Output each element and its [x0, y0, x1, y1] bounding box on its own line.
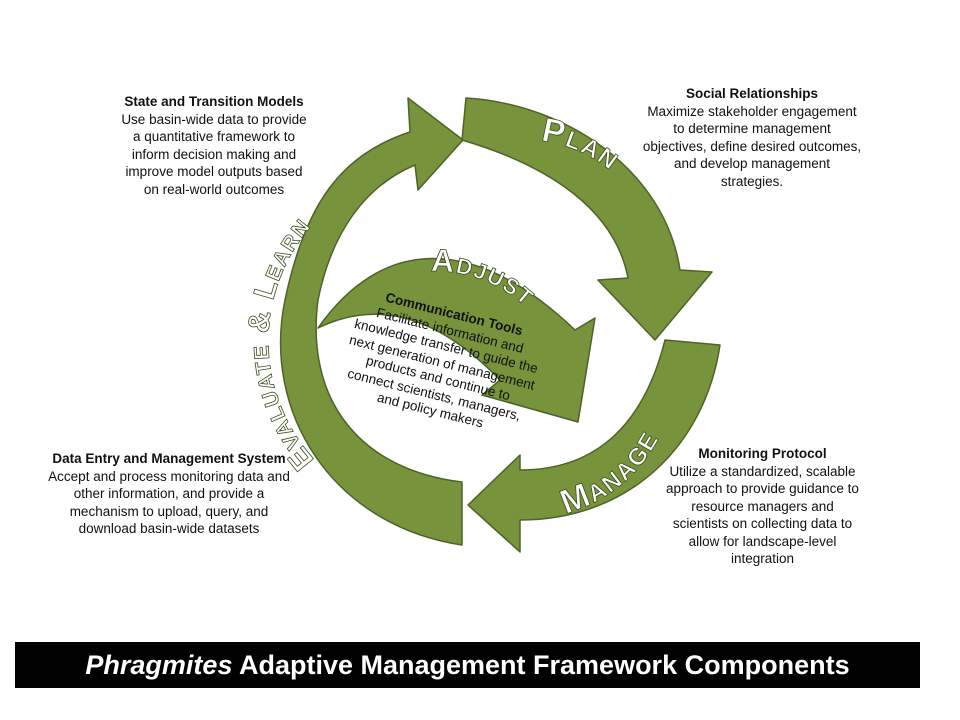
social-relationships-line: to determine management [673, 121, 831, 136]
monitoring-protocol-line: integration [730, 551, 795, 566]
evaluate-learn-arrow [279, 97, 464, 546]
monitoring-protocol-title: Monitoring Protocol [698, 446, 827, 461]
social-relationships-line: and develop management [673, 156, 831, 171]
adjust-arrow [317, 257, 596, 423]
state-transition-line: improve model outputs based [125, 164, 303, 179]
social-relationships-line: strategies. [720, 173, 784, 189]
social-relationships-block: Social Relationships Maximize stakeholde… [622, 85, 882, 190]
data-entry-line: mechanism to upload, query, and [69, 503, 269, 519]
manage-arrow [467, 339, 721, 553]
state-transition-line: on real-world outcomes [143, 181, 285, 197]
plan-arrow [461, 97, 713, 341]
footer-banner: Phragmites Adaptive Management Framework… [15, 642, 920, 688]
data-entry-block: Data Entry and Management System Accept … [28, 450, 310, 538]
data-entry-line: other information, and provide a [73, 486, 265, 501]
monitoring-protocol-block: Monitoring Protocol Utilize a standardiz… [640, 445, 885, 568]
monitoring-protocol-line: scientists on collecting data to [672, 516, 853, 531]
monitoring-protocol-line: approach to provide guidance to [666, 481, 859, 496]
monitoring-protocol-line: resource managers and [691, 498, 834, 514]
state-transition-line: Use basin-wide data to provide [121, 111, 307, 127]
monitoring-protocol-line: Utilize a standardized, scalable [669, 463, 856, 479]
banner-italic: Phragmites [85, 650, 233, 680]
state-transition-block: State and Transition Models Use basin-wi… [90, 93, 338, 198]
state-transition-line: inform decision making and [131, 146, 297, 162]
social-relationships-line: objectives, define desired outcomes, [642, 138, 862, 154]
monitoring-protocol-line: allow for landscape-level [688, 533, 837, 549]
data-entry-line: download basin-wide datasets [78, 521, 260, 536]
data-entry-line: Accept and process monitoring data and [48, 468, 290, 484]
banner-rest: Adaptive Management Framework Components [232, 650, 850, 680]
social-relationships-line: Maximize stakeholder engagement [647, 103, 857, 119]
state-transition-title: State and Transition Models [124, 94, 304, 109]
data-entry-title: Data Entry and Management System [52, 451, 286, 466]
state-transition-line: a quantitative framework to [132, 129, 296, 144]
social-relationships-title: Social Relationships [685, 86, 819, 101]
adaptive-cycle-diagram: Plan Manage Evaluate & Learn Adjust [242, 97, 721, 553]
